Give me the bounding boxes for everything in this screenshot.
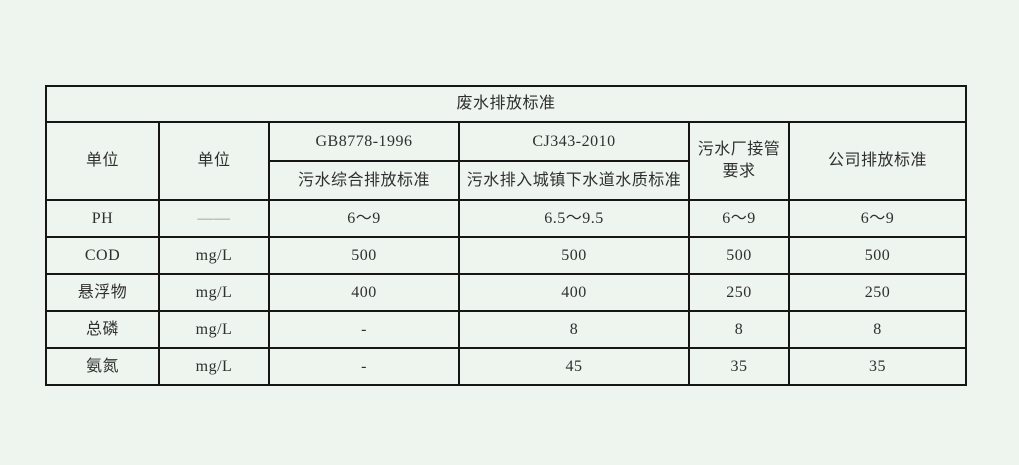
plant-value-cell: 500 — [688, 236, 790, 275]
gb-value-cell: - — [268, 310, 460, 349]
header-unit: 单位 — [158, 121, 270, 201]
header-company-standard: 公司排放标准 — [787, 121, 968, 201]
unit-cell: mg/L — [158, 347, 270, 386]
header-row-bottom: 污水综合排放标准 污水排入城镇下水道水质标准 — [46, 160, 966, 201]
header-cj-code: CJ343-2010 — [458, 121, 690, 162]
gb-value-cell: 6～9 — [268, 199, 460, 238]
company-value-cell: 8 — [787, 310, 968, 349]
header-gb-code: GB8778-1996 — [268, 121, 460, 162]
table-title: 废水排放标准 — [44, 85, 968, 123]
unit-cell: —— — [158, 199, 270, 238]
header-row-top: 单位 单位 GB8778-1996 CJ343-2010 污水厂接管要求 公司排… — [45, 121, 968, 201]
cj-value-cell: 45 — [458, 347, 690, 386]
header-cj-name: 污水排入城镇下水道水质标准 — [458, 160, 690, 201]
cj-value-cell: 6.5～9.5 — [458, 199, 690, 238]
table-row-ammonia-nitrogen: 氨氮 mg/L - 45 35 35 — [45, 347, 968, 386]
plant-value-cell: 250 — [688, 273, 790, 312]
unit-cell: mg/L — [158, 310, 270, 349]
header-gb-name: 污水综合排放标准 — [268, 160, 460, 201]
param-name-cell: PH — [45, 199, 160, 238]
header-plant-requirement: 污水厂接管要求 — [688, 121, 790, 201]
table-row-ph: PH —— 6～9 6.5～9.5 6～9 6～9 — [45, 199, 968, 238]
gb-value-cell: 400 — [268, 273, 460, 312]
company-value-cell: 6～9 — [787, 199, 968, 238]
table-row-suspended-solids: 悬浮物 mg/L 400 400 250 250 — [45, 273, 968, 312]
table-row-total-phosphorus: 总磷 mg/L - 8 8 8 — [45, 310, 968, 349]
unit-cell: mg/L — [158, 273, 270, 312]
param-name-cell: COD — [45, 236, 160, 275]
company-value-cell: 35 — [787, 347, 968, 386]
param-name-cell: 总磷 — [45, 310, 160, 349]
company-value-cell: 250 — [787, 273, 968, 312]
param-name-cell: 氨氮 — [45, 347, 160, 386]
cj-value-cell: 400 — [458, 273, 690, 312]
table-row-cod: COD mg/L 500 500 500 500 — [45, 236, 968, 275]
gb-value-cell: - — [268, 347, 460, 386]
cj-value-cell: 8 — [458, 310, 690, 349]
param-name-cell: 悬浮物 — [45, 273, 160, 312]
company-value-cell: 500 — [787, 236, 968, 275]
title-row: 废水排放标准 — [44, 85, 968, 123]
plant-value-cell: 35 — [688, 347, 790, 386]
cj-value-cell: 500 — [458, 236, 690, 275]
gb-value-cell: 500 — [268, 236, 460, 275]
plant-value-cell: 6～9 — [688, 199, 790, 238]
header-parameter: 单位 — [45, 121, 160, 201]
plant-value-cell: 8 — [688, 310, 790, 349]
wastewater-standards-table: 废水排放标准 单位 单位 GB8778-1996 CJ343-2010 污水厂接… — [44, 85, 968, 386]
unit-cell: mg/L — [158, 236, 270, 275]
